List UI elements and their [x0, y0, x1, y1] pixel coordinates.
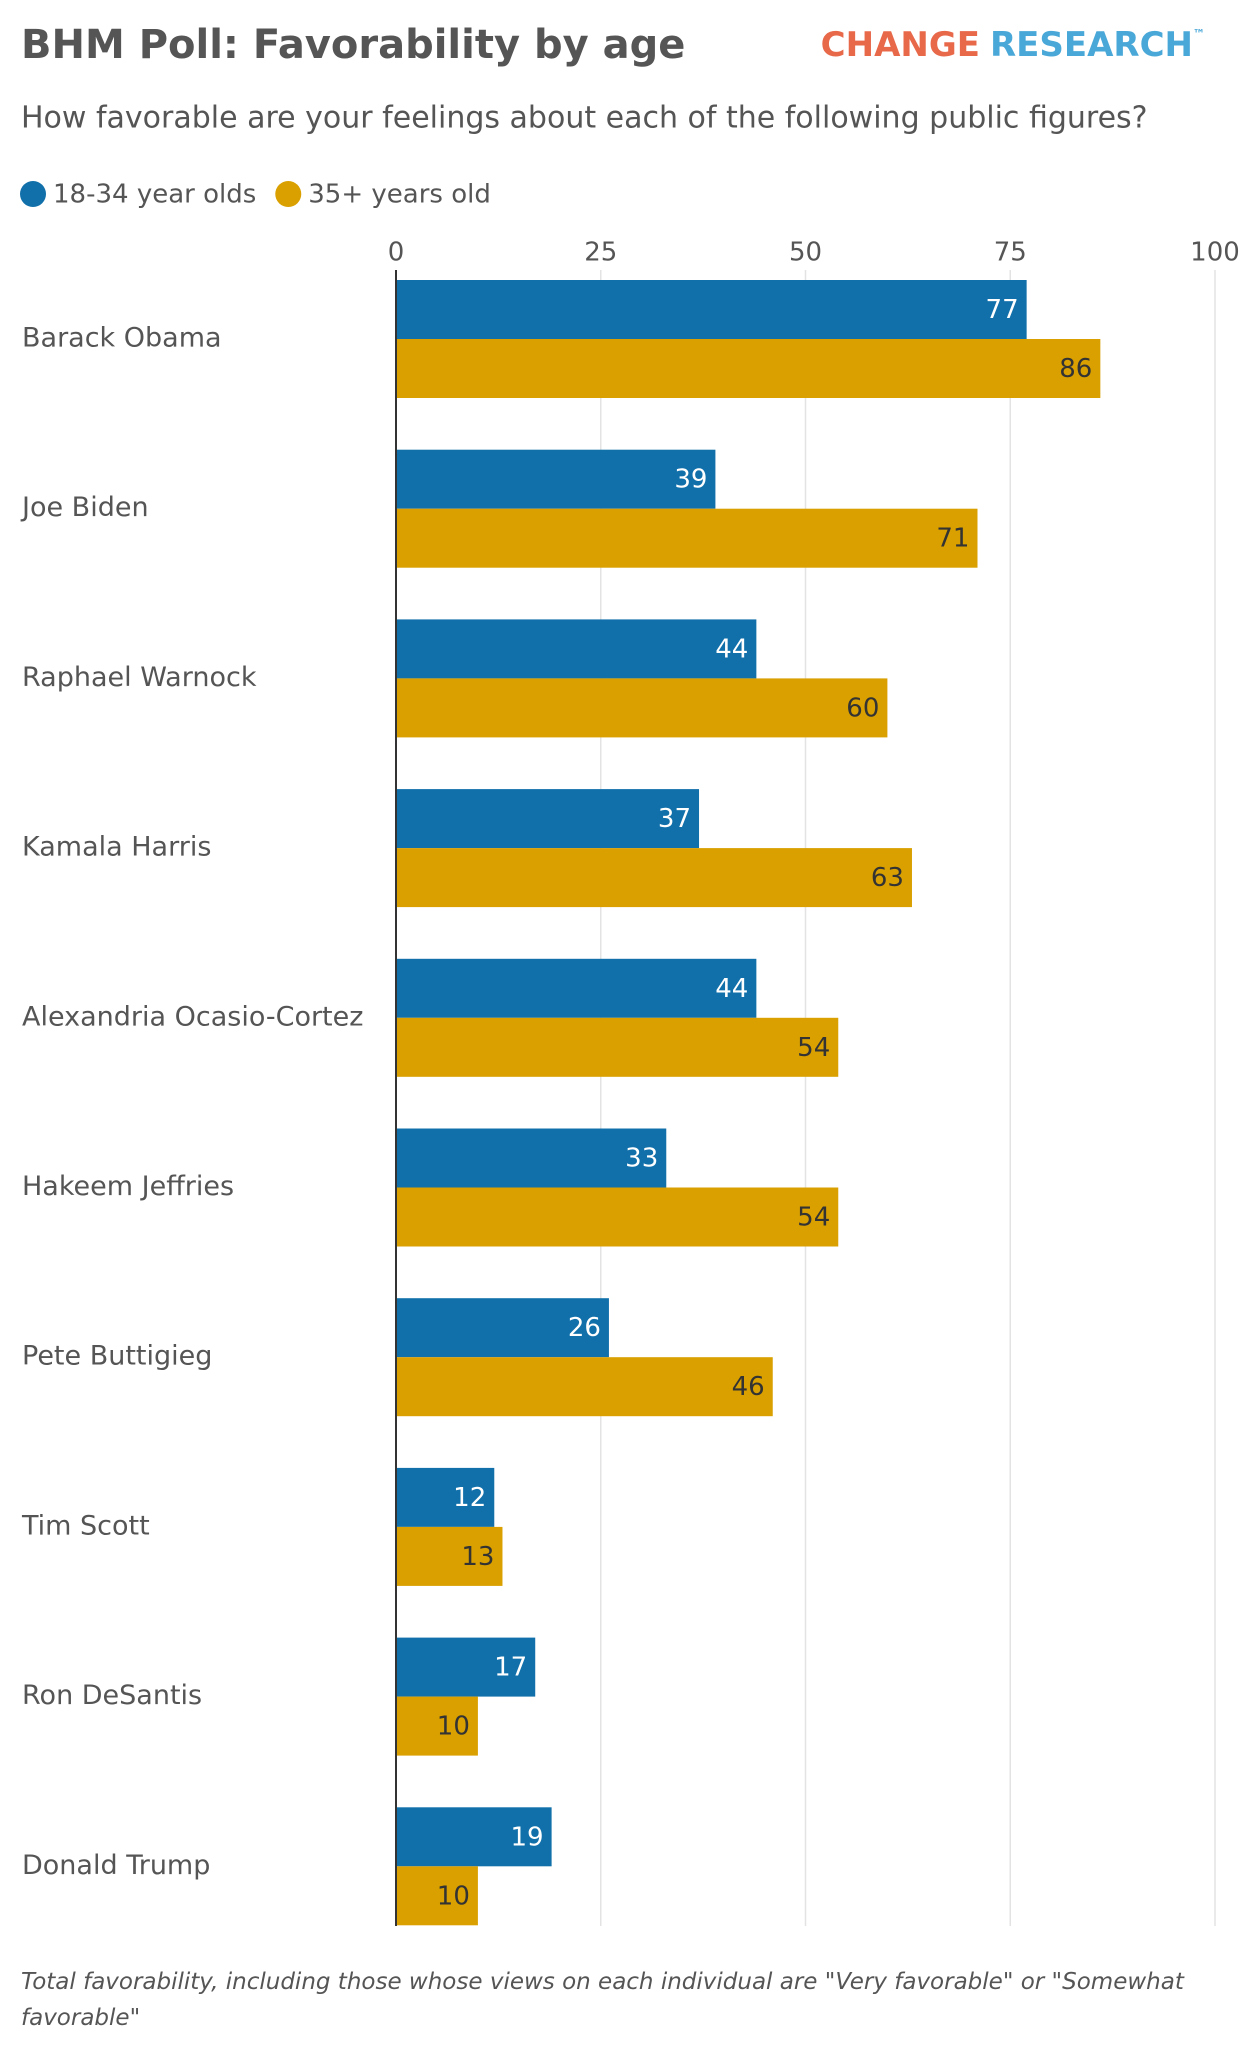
legend-swatch — [275, 181, 302, 207]
value-label: 63 — [871, 863, 904, 893]
bar — [396, 958, 757, 1018]
legend-label: 35+ years old — [308, 180, 491, 210]
x-tick-label: 50 — [789, 238, 822, 268]
logo-mark: ™ — [1193, 27, 1205, 41]
bar — [396, 1637, 536, 1697]
logo-right: RESEARCH — [990, 25, 1193, 65]
value-label: 86 — [1059, 354, 1092, 384]
bar — [396, 1526, 503, 1586]
category-label: Raphael Warnock — [22, 662, 257, 693]
category-label: Hakeem Jeffries — [22, 1171, 234, 1202]
chart-title: BHM Poll: Favorability by age — [21, 22, 685, 68]
x-tick-label: 75 — [994, 238, 1027, 268]
subtitle: How favorable are your feelings about ea… — [21, 101, 1148, 136]
category-label: Alexandria Ocasio-Cortez — [22, 1001, 363, 1032]
value-label: 10 — [437, 1881, 470, 1911]
x-tick-label: 25 — [584, 238, 617, 268]
value-label: 54 — [797, 1033, 830, 1063]
category-label: Barack Obama — [22, 323, 222, 354]
value-label: 44 — [715, 634, 748, 664]
bar — [396, 1298, 609, 1358]
bar — [396, 1807, 552, 1867]
x-tick-label: 100 — [1190, 238, 1240, 268]
category-label: Kamala Harris — [22, 832, 211, 863]
bar — [396, 1467, 495, 1527]
category-label: Donald Trump — [22, 1850, 210, 1881]
value-label: 71 — [936, 524, 969, 554]
bar — [396, 848, 912, 908]
bar — [396, 449, 716, 509]
footnote: Total favorability, including those whos… — [21, 1969, 1184, 2031]
value-label: 77 — [986, 295, 1019, 325]
bar — [396, 508, 978, 568]
bar — [396, 789, 700, 849]
chart: BHM Poll: Favorability by age CHANGE RESE… — [20, 22, 1240, 1926]
bar — [396, 1187, 839, 1247]
value-label: 10 — [437, 1712, 470, 1742]
logo: CHANGE RESEARCH™ — [821, 25, 1205, 65]
bar — [396, 678, 888, 738]
value-label: 54 — [797, 1203, 830, 1233]
bar — [396, 1866, 478, 1926]
bar — [396, 1128, 667, 1188]
logo-left: CHANGE — [821, 25, 980, 65]
value-label: 26 — [568, 1313, 601, 1343]
bar — [396, 619, 757, 679]
bar — [396, 1357, 773, 1417]
bar — [396, 280, 1027, 339]
value-label: 44 — [715, 974, 748, 1004]
bar — [396, 339, 1101, 398]
category-label: Joe Biden — [20, 492, 149, 523]
value-label: 12 — [453, 1483, 486, 1513]
value-label: 33 — [625, 1144, 658, 1174]
category-label: Ron DeSantis — [22, 1680, 202, 1711]
value-label: 17 — [494, 1653, 527, 1683]
value-label: 39 — [674, 465, 707, 495]
value-label: 37 — [658, 804, 691, 834]
value-label: 13 — [461, 1542, 494, 1572]
x-tick-label: 0 — [388, 238, 405, 268]
bar — [396, 1696, 478, 1756]
legend-label: 18-34 year olds — [53, 180, 256, 210]
bar — [396, 1017, 839, 1077]
value-label: 46 — [732, 1372, 765, 1402]
value-label: 60 — [846, 693, 879, 723]
legend-swatch — [20, 181, 46, 207]
category-label: Pete Buttigieg — [22, 1341, 212, 1372]
value-label: 19 — [511, 1822, 544, 1852]
category-label: Tim Scott — [21, 1510, 150, 1541]
